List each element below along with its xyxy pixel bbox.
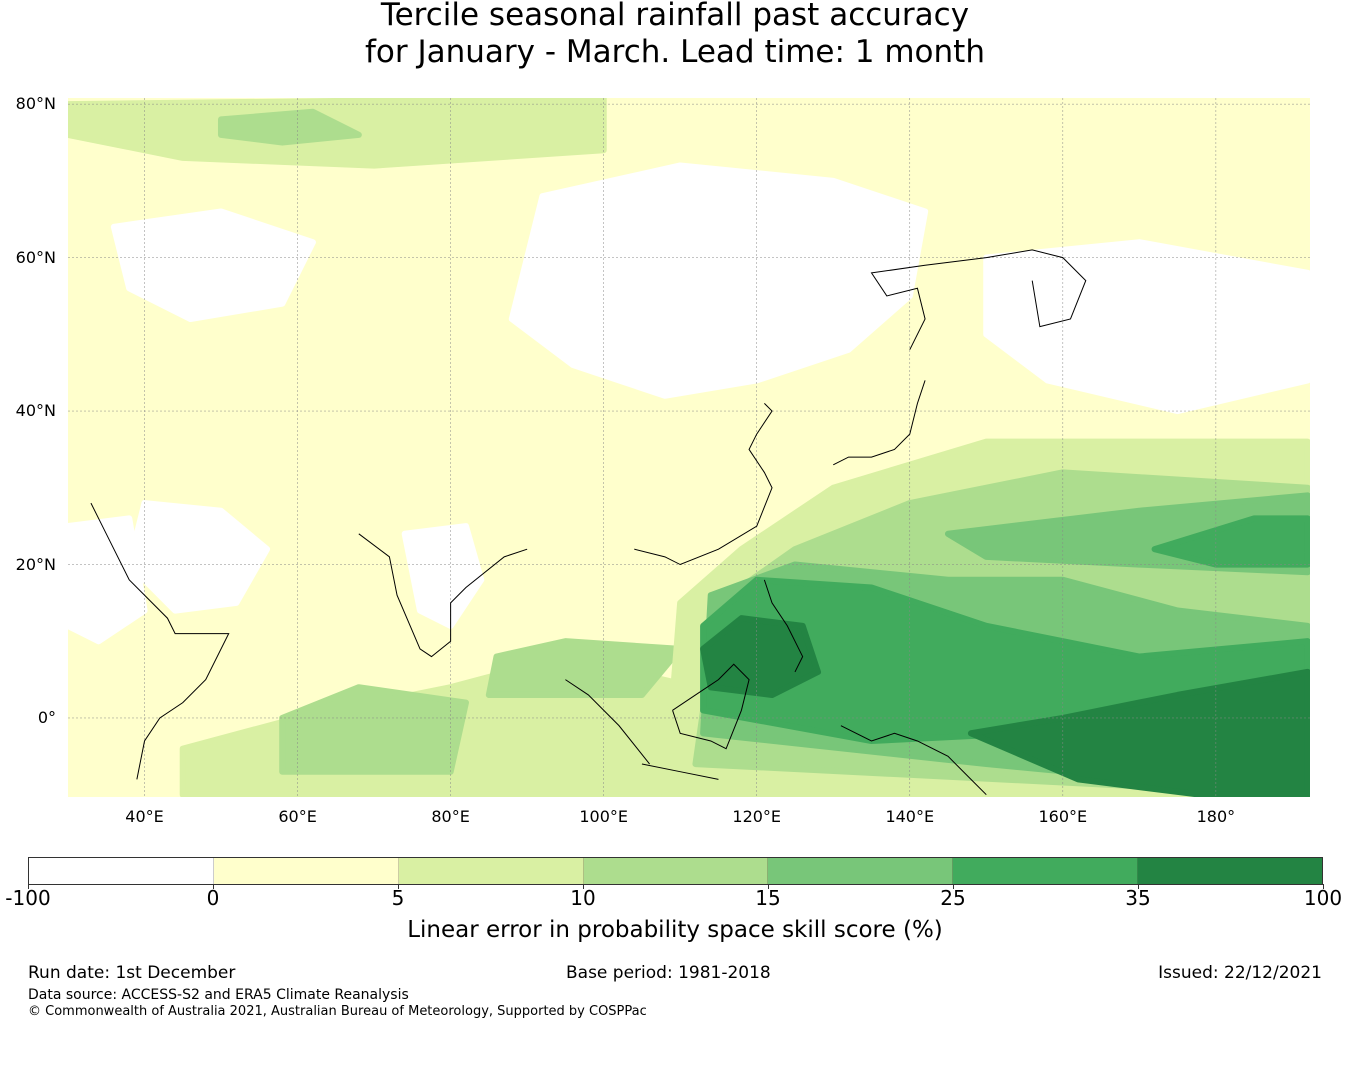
lon-tick-label: 140°E	[885, 807, 935, 826]
skill-region	[967, 668, 1310, 797]
lon-tick-label: 100°E	[579, 807, 628, 826]
coastline	[359, 534, 527, 657]
skill-region	[508, 162, 929, 399]
title-line-2: for January - March. Lead time: 1 month	[365, 34, 985, 70]
coastline	[833, 380, 925, 464]
colorbar-tick-label: 0	[206, 886, 220, 910]
skill-region	[68, 515, 148, 645]
colorbar-tick-label: 25	[940, 886, 966, 910]
lon-tick-label: 160°E	[1038, 807, 1088, 826]
coastline	[565, 680, 649, 764]
colorbar	[28, 857, 1323, 885]
colorbar-tick	[583, 884, 584, 889]
colorbar-tick-label: -100	[5, 886, 51, 910]
colorbar-segment	[583, 858, 769, 884]
lat-tick-label: 20°N	[15, 554, 56, 574]
colorbar-tick	[768, 884, 769, 889]
coastline	[872, 250, 1086, 350]
skill-region	[485, 638, 684, 699]
coastline	[91, 503, 229, 779]
copyright: © Commonwealth of Australia 2021, Austra…	[28, 1004, 647, 1019]
colorbar-tick-label: 15	[755, 886, 781, 910]
colorbar-segment	[398, 858, 584, 884]
skill-region	[983, 239, 1310, 415]
coastline	[673, 664, 750, 748]
colorbar-tick-label: 100	[1303, 886, 1343, 910]
lon-tick-label: 40°E	[125, 807, 164, 826]
title-line-1: Tercile seasonal rainfall past accuracy	[380, 0, 970, 33]
colorbar-segment	[768, 858, 954, 884]
colorbar-segment	[29, 858, 214, 884]
colorbar-tick	[398, 884, 399, 889]
coastline	[764, 580, 802, 672]
skill-region	[110, 208, 316, 323]
lat-tick-label: 40°N	[15, 401, 56, 421]
skill-region	[217, 108, 362, 146]
colorbar-tick-label: 35	[1125, 886, 1151, 910]
data-source: Data source: ACCESS-S2 and ERA5 Climate …	[28, 987, 409, 1003]
lat-tick-label: 0°	[37, 707, 56, 727]
skill-region	[1151, 515, 1310, 568]
colorbar-tick-label: 5	[391, 886, 405, 910]
colorbar-label: Linear error in probability space skill …	[407, 917, 943, 943]
skill-region	[279, 684, 469, 775]
lon-tick-label: 120°E	[732, 807, 782, 826]
colorbar-tick	[213, 884, 214, 889]
colorbar-tick	[953, 884, 954, 889]
run-date: Run date: 1st December	[28, 963, 236, 983]
lon-tick-label: 80°E	[431, 807, 470, 826]
coastline	[642, 764, 719, 779]
lat-tick-label: 60°N	[15, 247, 56, 267]
coastline	[841, 726, 986, 795]
lon-tick-label: 180°	[1196, 807, 1236, 826]
colorbar-tick	[1323, 884, 1324, 889]
skill-map	[68, 98, 1310, 797]
lat-tick-label: 80°N	[15, 94, 56, 114]
skill-region	[401, 523, 485, 629]
base-period: Base period: 1981-2018	[566, 963, 771, 983]
lon-tick-label: 60°E	[278, 807, 317, 826]
skill-region	[700, 615, 822, 699]
colorbar-segment	[213, 858, 399, 884]
colorbar-segment	[953, 858, 1139, 884]
colorbar-tick	[1138, 884, 1139, 889]
colorbar-tick-label: 10	[570, 886, 596, 910]
coastline	[634, 403, 772, 564]
colorbar-segment	[1138, 858, 1323, 884]
issued-date: Issued: 22/12/2021	[1158, 963, 1322, 983]
colorbar-tick	[28, 884, 29, 889]
